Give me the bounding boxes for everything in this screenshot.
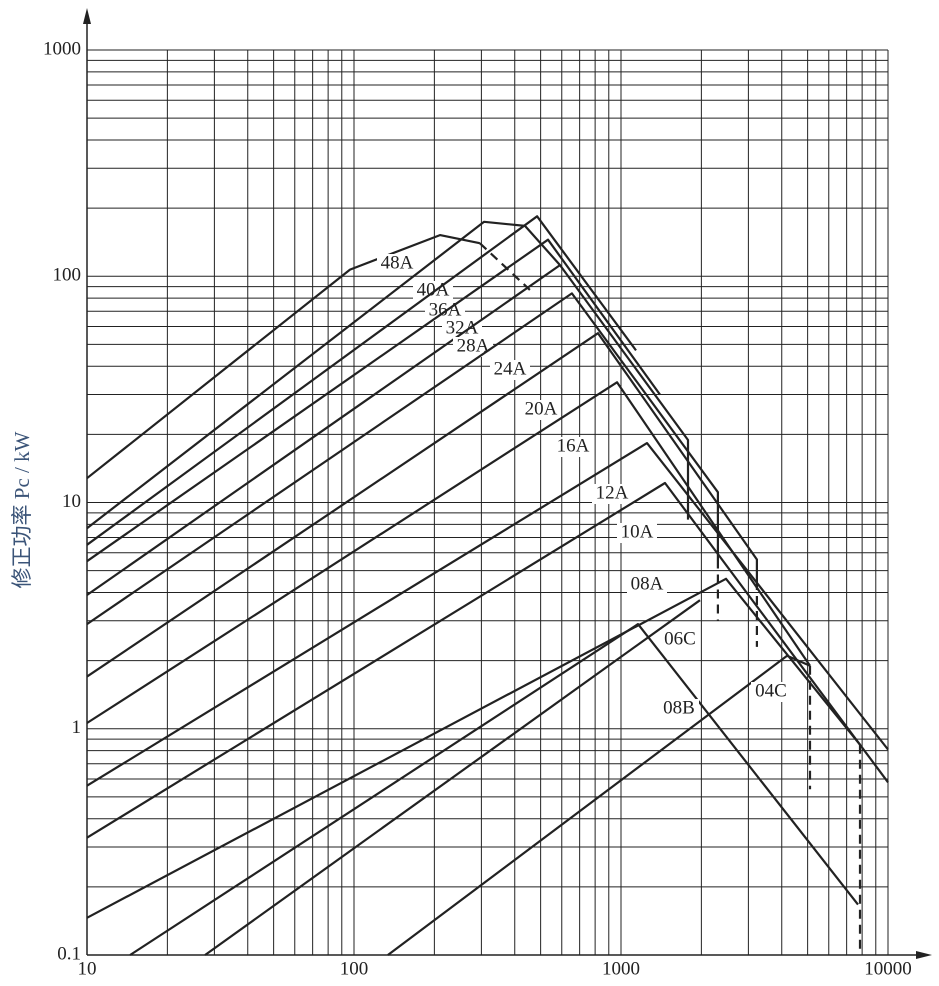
y-tick-label: 0.1 <box>57 943 81 964</box>
series-label: 08A <box>631 573 664 594</box>
y-axis-label: 修正功率 Pc / kW <box>10 431 34 588</box>
label-bg <box>490 360 530 380</box>
series-label: 08B <box>663 697 695 718</box>
label-bg <box>659 699 699 719</box>
series-line <box>204 599 701 956</box>
series-label: 10A <box>621 521 654 542</box>
y-axis-arrow <box>83 8 91 24</box>
series-line <box>387 654 811 956</box>
y-tick-label: 10 <box>62 491 81 512</box>
label-bg <box>751 682 791 702</box>
series-label: 16A <box>557 435 590 456</box>
label-bg <box>377 254 417 274</box>
x-tick-label: 100 <box>340 958 369 979</box>
series-label: 04C <box>755 680 787 701</box>
series-label: 32A <box>446 317 479 338</box>
series-label: 12A <box>596 482 629 503</box>
plot-area: 10 100 1000 100000.1110100100048A40A36A32A2… <box>43 8 932 979</box>
series-label: 20A <box>525 398 558 419</box>
series-line <box>86 264 690 596</box>
x-axis-arrow <box>916 951 932 959</box>
series-line <box>129 623 859 956</box>
series-label: 48A <box>381 252 414 273</box>
x-tick-label: 10 <box>78 958 97 979</box>
x-tick-label: 10000 <box>864 958 912 979</box>
label-bg <box>627 575 667 595</box>
series-line <box>86 292 719 626</box>
y-tick-label: 1000 <box>43 38 81 59</box>
series-label: 28A <box>457 335 490 356</box>
series-line <box>86 442 889 787</box>
series-label: 06C <box>664 628 696 649</box>
label-bg <box>521 400 561 420</box>
label-bg <box>442 319 482 339</box>
series-line <box>86 577 861 919</box>
label-bg <box>592 484 632 504</box>
x-tick-label: 1000 <box>602 958 640 979</box>
label-bg <box>453 337 493 357</box>
y-tick-label: 100 <box>53 265 82 286</box>
series-line <box>86 381 811 724</box>
label-bg <box>553 437 593 457</box>
series-line-dashed <box>479 242 531 291</box>
series-line <box>86 220 561 530</box>
series-label: 40A <box>417 279 450 300</box>
label-bg <box>660 630 700 650</box>
series-line <box>86 215 637 546</box>
y-tick-label: 1 <box>72 717 82 738</box>
label-bg <box>617 523 657 543</box>
series-label: 24A <box>494 358 527 379</box>
series-line <box>86 238 661 563</box>
series-line <box>86 332 758 678</box>
series-line <box>86 481 889 839</box>
